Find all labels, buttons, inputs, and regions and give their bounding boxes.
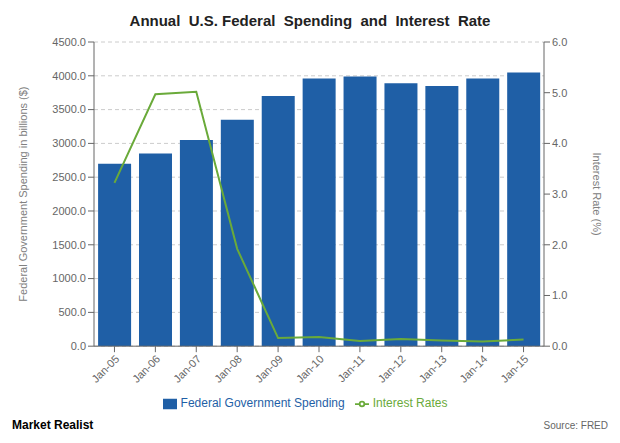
svg-text:1500.0: 1500.0 — [52, 239, 86, 251]
svg-text:Jan-12: Jan-12 — [375, 353, 407, 385]
svg-text:4500.0: 4500.0 — [52, 36, 86, 48]
svg-text:Jan-08: Jan-08 — [212, 353, 244, 385]
html-text:Interest Rates: Interest Rates — [372, 396, 448, 411]
svg-text:3500.0: 3500.0 — [52, 103, 86, 115]
svg-text:Interest Rate (%): Interest Rate (%) — [591, 153, 603, 236]
svg-text:Jan-05: Jan-05 — [89, 353, 121, 385]
svg-text:Jan-07: Jan-07 — [171, 353, 203, 385]
svg-text:6.0: 6.0 — [552, 36, 567, 48]
html-text:Market Realist: Market Realist — [12, 418, 94, 432]
svg-text:2000.0: 2000.0 — [52, 205, 86, 217]
svg-text:5.0: 5.0 — [552, 87, 567, 99]
svg-text:1000.0: 1000.0 — [52, 272, 86, 284]
html-text:Source: FRED: Source: FRED — [543, 419, 608, 431]
svg-text:Jan-13: Jan-13 — [416, 353, 448, 385]
svg-text:3000.0: 3000.0 — [52, 137, 86, 149]
svg-text:2.0: 2.0 — [552, 239, 567, 251]
svg-text:3.0: 3.0 — [552, 188, 567, 200]
html-text:Annual U.S. Federal Spending a: Annual U.S. Federal Spending and Interes… — [129, 12, 491, 29]
svg-text:1.0: 1.0 — [552, 289, 567, 301]
svg-text:Jan-14: Jan-14 — [457, 353, 489, 385]
svg-text:4.0: 4.0 — [552, 137, 567, 149]
svg-text:0.0: 0.0 — [552, 340, 567, 352]
svg-text:4000.0: 4000.0 — [52, 70, 86, 82]
svg-text:2500.0: 2500.0 — [52, 171, 86, 183]
html-text:Federal Government Spending: Federal Government Spending — [180, 396, 345, 411]
svg-text:Jan-10: Jan-10 — [294, 353, 326, 385]
svg-text:Jan-11: Jan-11 — [335, 353, 367, 385]
svg-text:Jan-15: Jan-15 — [498, 353, 530, 385]
svg-text:Jan-06: Jan-06 — [130, 353, 162, 385]
svg-text:500.0: 500.0 — [58, 306, 86, 318]
svg-text:Federal Government Spending in: Federal Government Spending in billions … — [17, 86, 29, 301]
svg-text:Jan-09: Jan-09 — [253, 353, 285, 385]
svg-text:0.0: 0.0 — [71, 340, 86, 352]
